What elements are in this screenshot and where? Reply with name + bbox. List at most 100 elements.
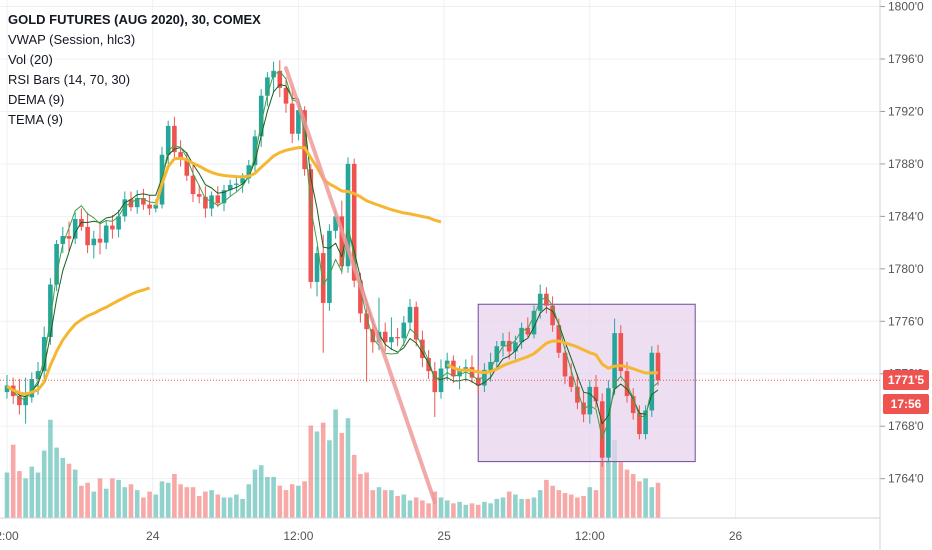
candle <box>643 405 648 440</box>
volume-bar <box>314 431 320 518</box>
candle-body <box>513 342 518 352</box>
candle-body <box>649 352 655 411</box>
candle-body <box>556 325 562 353</box>
candle-body <box>320 253 326 303</box>
time-tick-label: 12:00 <box>575 529 605 543</box>
volume-bar <box>630 474 636 518</box>
candle <box>91 230 97 259</box>
legend-volume[interactable]: Vol (20) <box>8 52 53 67</box>
candle-body <box>382 331 388 343</box>
candle-body <box>289 103 295 134</box>
volume-bar <box>513 494 518 518</box>
volume-bar <box>333 409 338 518</box>
volume-bar <box>482 501 487 518</box>
volume-bar <box>376 487 382 518</box>
candle-body <box>637 413 642 435</box>
candle <box>271 61 276 92</box>
candle <box>314 246 320 297</box>
chart-title[interactable]: GOLD FUTURES (AUG 2020), 30, COMEX <box>8 12 261 27</box>
volume-bar <box>637 481 642 518</box>
vwap-line <box>154 146 442 224</box>
candle-body <box>60 236 66 244</box>
volume-bar <box>531 497 537 518</box>
volume-bar <box>283 490 289 518</box>
candle-body <box>165 125 171 155</box>
legend-rsi-bars[interactable]: RSI Bars (14, 70, 30) <box>8 72 131 87</box>
legend-tema[interactable]: TEMA (9) <box>8 112 63 127</box>
volume-bar <box>401 494 407 518</box>
volume-bar <box>525 498 531 518</box>
candle <box>134 190 140 214</box>
candle-body <box>234 183 239 185</box>
volume-bar <box>395 496 400 518</box>
legend-dema[interactable]: DEMA (9) <box>8 92 65 107</box>
candle <box>128 191 134 212</box>
candle <box>54 239 59 292</box>
volume-bar <box>258 465 264 518</box>
volume-bar <box>302 481 307 518</box>
candle <box>618 325 624 378</box>
candle-body <box>370 329 376 343</box>
candle-body <box>85 226 90 246</box>
candle-body <box>407 306 413 323</box>
candle-body <box>599 401 605 458</box>
trend-line-drawing[interactable] <box>284 66 437 505</box>
volume-bar <box>159 481 165 518</box>
volume-bar <box>606 459 611 518</box>
volume-bar <box>35 472 41 518</box>
volume-bar <box>550 485 555 518</box>
volume-bar <box>308 425 314 518</box>
candle <box>444 352 450 381</box>
volume-bar <box>240 498 245 518</box>
candle-body <box>91 238 97 246</box>
volume-bar <box>289 484 295 518</box>
candle <box>265 72 270 107</box>
candle-body <box>358 280 363 314</box>
volume-bar <box>265 476 270 518</box>
current-price-badge: 1771'5 <box>883 370 929 390</box>
candle-body <box>227 184 233 191</box>
volume-bar <box>10 444 16 518</box>
volume-bar <box>351 454 357 518</box>
candle-body <box>277 70 283 88</box>
candle-body <box>630 396 636 414</box>
volume-bar <box>655 482 661 518</box>
candle <box>97 222 103 255</box>
candle-body <box>339 216 345 267</box>
chart-legend: GOLD FUTURES (AUG 2020), 30, COMEX VWAP … <box>8 10 261 130</box>
time-tick-label: 26 <box>729 529 743 543</box>
candle-body <box>153 204 159 209</box>
candle-body <box>364 313 369 330</box>
candle-body <box>655 352 661 381</box>
candle-body <box>122 199 128 217</box>
legend-vwap[interactable]: VWAP (Session, hlc3) <box>8 32 136 47</box>
candle-body <box>17 396 22 406</box>
candle <box>29 372 35 403</box>
price-tick-label: 1788'0 <box>888 157 924 171</box>
time-tick-label: 24 <box>146 529 160 543</box>
volume-bar <box>451 503 456 518</box>
candle <box>624 361 630 403</box>
candle-body <box>48 284 53 338</box>
candle <box>637 405 642 440</box>
dema-line <box>6 84 659 425</box>
candle <box>221 184 227 212</box>
candle-body <box>4 385 10 393</box>
volume-bar <box>190 487 196 518</box>
volume-bar <box>103 488 109 518</box>
candle <box>568 363 574 393</box>
candle <box>519 322 524 349</box>
volume-bar <box>364 472 369 518</box>
volume-bar <box>209 490 214 518</box>
range-rectangle-drawing[interactable] <box>477 303 696 463</box>
candle <box>147 195 152 216</box>
candle <box>593 375 599 408</box>
candle <box>339 200 345 275</box>
candle-body <box>141 198 146 205</box>
volume-bar <box>562 493 568 518</box>
candle <box>562 346 568 385</box>
volume-bar <box>252 469 258 518</box>
volume-bar <box>203 491 208 518</box>
